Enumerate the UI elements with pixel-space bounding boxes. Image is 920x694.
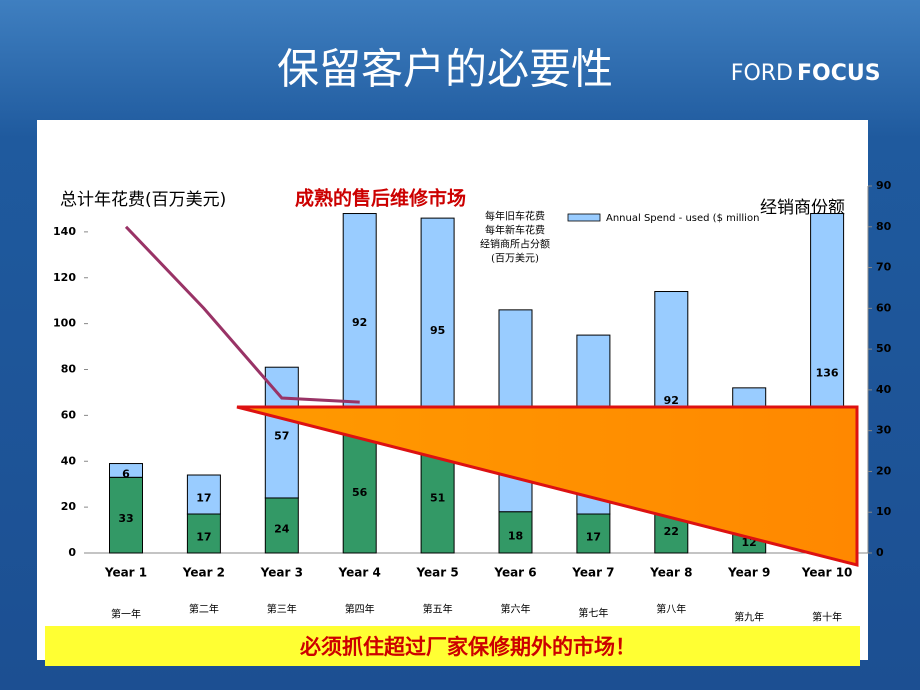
slide-title: 保留客户的必要性	[277, 45, 613, 94]
data-label: 95	[430, 324, 445, 337]
x-sublabel: 第六年	[501, 603, 531, 616]
y-tick-label: 140	[53, 225, 76, 238]
y-tick-label: 80	[61, 363, 77, 376]
legend-label: Annual Spend - used ($ million	[606, 213, 759, 224]
y2-tick-label: 90	[876, 179, 892, 192]
data-label: 6	[122, 467, 130, 480]
data-label: 56	[352, 486, 368, 499]
data-label: 17	[586, 531, 601, 544]
bar-segment	[498, 511, 533, 554]
data-label: 24	[274, 522, 290, 535]
annotation: 成熟的售后维修市场	[295, 187, 466, 210]
line-series	[124, 225, 360, 404]
y2-tick-label: 70	[876, 261, 892, 274]
bar-segment	[264, 497, 299, 554]
x-tick-label: Year 3	[260, 566, 303, 580]
y-tick-label: 60	[61, 408, 77, 421]
y-tick-label: 0	[68, 546, 76, 559]
bar-segment	[109, 463, 143, 478]
data-label: 51	[430, 492, 445, 505]
y2-tick-label: 60	[876, 301, 892, 314]
bar-segment	[342, 424, 377, 554]
y-tick-label: 20	[61, 500, 77, 513]
data-label: 92	[352, 316, 367, 329]
x-sublabel: 第三年	[267, 603, 297, 616]
y-tick-label: 40	[61, 454, 77, 467]
x-tick-label: Year 4	[338, 566, 381, 580]
annotation: 每年旧车花费	[485, 210, 545, 223]
banner-text: 必须抓住超过厂家保修期外的市场！	[300, 635, 636, 659]
logo-focus: FOCUS	[797, 61, 881, 86]
annotation: 每年新车花费	[485, 224, 545, 237]
x-sublabel: 第七年	[578, 607, 608, 620]
logo-ford: FORD	[731, 61, 793, 86]
y2-tick-label: 80	[876, 220, 892, 233]
data-label: 33	[118, 512, 133, 525]
y-axis-label: 总计年花费(百万美元)	[60, 190, 226, 210]
bar-segment	[576, 513, 611, 554]
annotation: 经销商所占分额	[480, 238, 550, 251]
y2-tick-label: 50	[876, 342, 892, 355]
x-sublabel: 第二年	[189, 603, 219, 616]
banner	[45, 626, 860, 666]
annotation: (百万美元)	[491, 252, 539, 265]
y2-axis-label: 经销商份额	[760, 198, 845, 218]
x-tick-label: Year 9	[727, 566, 770, 580]
x-sublabel: 第四年	[345, 603, 375, 616]
data-label: 136	[816, 367, 839, 380]
y2-tick-label: 10	[876, 505, 892, 518]
data-label: 92	[664, 394, 679, 407]
data-label: 57	[274, 430, 289, 443]
x-tick-label: Year 5	[415, 566, 458, 580]
bar-segment	[342, 213, 377, 426]
x-sublabel: 第九年	[734, 611, 764, 624]
y2-tick-label: 20	[876, 464, 892, 477]
data-label: 22	[664, 525, 679, 538]
bar-segment	[264, 366, 299, 499]
x-sublabel: 第一年	[111, 608, 141, 621]
data-label: 17	[196, 492, 211, 505]
y2-tick-label: 40	[876, 383, 892, 396]
data-label: 17	[196, 531, 211, 544]
legend-swatch	[567, 213, 601, 222]
x-sublabel: 第八年	[656, 603, 686, 616]
x-tick-label: Year 2	[182, 566, 225, 580]
data-label: 18	[508, 529, 523, 542]
bar-segment	[186, 474, 221, 515]
x-sublabel: 第五年	[423, 603, 453, 616]
x-tick-label: Year 10	[801, 566, 853, 580]
x-tick-label: Year 7	[571, 566, 614, 580]
bar-segment	[186, 513, 221, 554]
overlay-triangle	[236, 405, 859, 567]
bar-segment	[109, 476, 143, 554]
x-tick-label: Year 6	[493, 566, 536, 580]
y-tick-label: 100	[53, 317, 76, 330]
x-sublabel: 第十年	[812, 611, 842, 624]
x-tick-label: Year 1	[104, 566, 147, 580]
y-tick-label: 120	[53, 271, 76, 284]
x-tick-label: Year 8	[649, 566, 692, 580]
y2-tick-label: 30	[876, 424, 892, 437]
y2-tick-label: 0	[876, 546, 884, 559]
